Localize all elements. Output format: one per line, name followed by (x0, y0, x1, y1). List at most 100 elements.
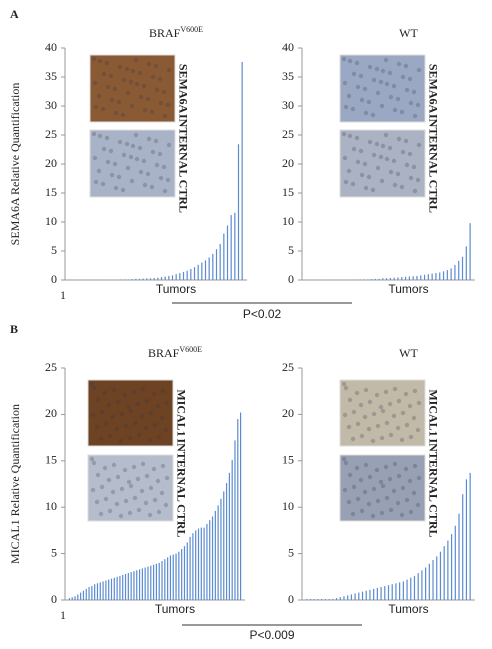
bar (91, 586, 93, 600)
bar (160, 277, 163, 280)
micrograph-texture (135, 476, 141, 482)
bar (189, 536, 191, 600)
micrograph-texture (412, 188, 418, 194)
micrograph-texture (92, 80, 98, 86)
micrograph-texture (129, 103, 135, 109)
bar (450, 534, 453, 600)
bar (172, 554, 174, 600)
chart-title: WT (399, 346, 418, 360)
micrograph-texture (157, 76, 163, 82)
micrograph-texture (341, 56, 347, 62)
micrograph-texture (391, 413, 397, 419)
micrograph-texture (408, 434, 414, 440)
micrograph-texture (362, 161, 368, 167)
y-tick-label: 0 (51, 272, 57, 286)
micrograph-texture (155, 403, 161, 409)
micrograph-texture (395, 96, 401, 102)
micrograph-texture (407, 478, 413, 484)
micrograph-texture (367, 64, 373, 70)
micrograph-texture (132, 495, 138, 501)
bar (446, 270, 448, 280)
bar (462, 494, 464, 600)
bar (223, 233, 225, 280)
micrograph-texture (358, 402, 364, 408)
micrograph-texture (124, 141, 130, 147)
bar (197, 528, 200, 600)
micrograph-texture (380, 68, 386, 74)
y-axis-label: SEMA6A Relative Quantification (8, 83, 22, 246)
bar (183, 546, 186, 600)
bar (226, 225, 229, 280)
bar (96, 583, 99, 600)
bar (309, 599, 312, 600)
bar (237, 419, 239, 600)
bar (220, 498, 222, 600)
bar (439, 551, 442, 600)
micrograph-texture (123, 498, 129, 504)
micrograph-texture (384, 81, 390, 87)
micrograph-texture (145, 171, 151, 177)
y-tick-label: 15 (45, 453, 57, 467)
micrograph-texture (366, 174, 372, 180)
micrograph-texture (411, 490, 417, 496)
bar (190, 268, 192, 280)
y-tick-label: 30 (282, 98, 294, 112)
micrograph-texture (116, 174, 122, 180)
micrograph-texture (128, 79, 134, 85)
micrograph-texture (351, 409, 357, 415)
bar (427, 274, 429, 280)
micrograph-texture (342, 80, 348, 86)
micrograph-texture (378, 479, 384, 485)
bar (201, 262, 203, 280)
bar (175, 274, 177, 280)
micrograph-texture (375, 165, 381, 171)
bar (317, 599, 319, 600)
micrograph-texture (400, 410, 406, 416)
micrograph-texture (91, 131, 97, 137)
micrograph-texture (117, 64, 123, 70)
micrograph-texture (90, 487, 96, 493)
micrograph-texture (391, 158, 397, 164)
micrograph-texture (363, 462, 369, 468)
micrograph-texture (362, 489, 368, 495)
micrograph-texture (411, 415, 417, 421)
y-tick-label: 15 (282, 185, 294, 199)
micrograph-texture (359, 172, 365, 178)
chart-title-main: BRAF (148, 346, 180, 360)
bar (108, 579, 110, 600)
bar (391, 584, 393, 600)
bar (380, 587, 382, 600)
bar (359, 279, 361, 280)
micrograph-texture (97, 58, 103, 64)
micrograph-texture (153, 63, 159, 69)
micrograph-texture (395, 425, 401, 431)
bar (369, 589, 371, 600)
bar (367, 279, 369, 280)
micrograph-texture (367, 399, 373, 405)
micrograph-texture (142, 107, 148, 113)
micrograph-texture (407, 151, 413, 157)
bar (416, 275, 418, 280)
micrograph-texture (92, 155, 98, 161)
micrograph-texture (96, 93, 102, 99)
micrograph-texture (101, 146, 107, 152)
y-tick-label: 10 (45, 499, 57, 513)
micrograph-texture (90, 412, 96, 418)
bar (386, 278, 388, 280)
micrograph-texture (152, 497, 158, 503)
micrograph-texture (343, 179, 349, 185)
micrograph (339, 454, 426, 522)
bar (465, 479, 468, 600)
bar (164, 276, 166, 280)
micrograph-texture (123, 423, 129, 429)
micrograph-texture (404, 422, 410, 428)
micrograph-texture (396, 398, 402, 404)
micrograph-texture (355, 496, 361, 502)
micrograph-texture (396, 136, 402, 142)
micrograph-texture (165, 102, 171, 108)
micrograph-texture (120, 112, 126, 118)
bar (332, 599, 334, 600)
micrograph-texture (96, 168, 102, 174)
bar (80, 592, 82, 600)
micrograph-texture (370, 112, 376, 118)
